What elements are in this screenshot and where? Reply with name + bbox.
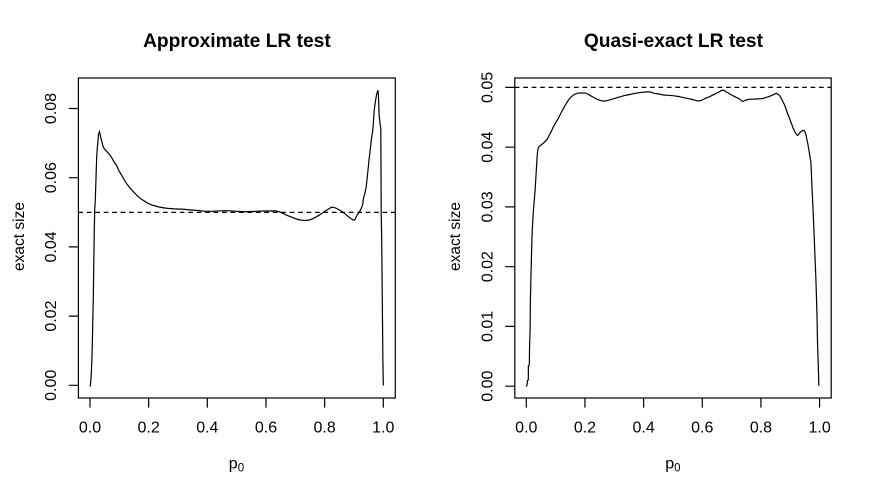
svg-text:0.0: 0.0 [515, 420, 537, 437]
svg-text:0.8: 0.8 [314, 420, 336, 437]
svg-text:Quasi-exact LR test: Quasi-exact LR test [584, 31, 764, 52]
svg-text:0.04: 0.04 [479, 132, 496, 163]
svg-text:0.06: 0.06 [43, 162, 60, 193]
svg-text:0.02: 0.02 [43, 300, 60, 331]
svg-text:0.2: 0.2 [574, 420, 596, 437]
svg-text:0.03: 0.03 [479, 191, 496, 222]
svg-text:0.4: 0.4 [632, 420, 654, 437]
svg-text:0.8: 0.8 [750, 420, 772, 437]
svg-text:1.0: 1.0 [808, 420, 830, 437]
svg-text:0.2: 0.2 [138, 420, 160, 437]
svg-text:0.00: 0.00 [479, 371, 496, 402]
svg-text:0.04: 0.04 [43, 231, 60, 262]
svg-text:0.6: 0.6 [691, 420, 713, 437]
svg-text:1.0: 1.0 [372, 420, 394, 437]
svg-text:0.6: 0.6 [255, 420, 277, 437]
svg-text:0.02: 0.02 [479, 251, 496, 282]
svg-text:0.08: 0.08 [43, 93, 60, 124]
svg-text:exact size: exact size [447, 202, 464, 271]
svg-text:exact size: exact size [11, 202, 28, 271]
svg-text:0.01: 0.01 [479, 311, 496, 342]
svg-text:0.0: 0.0 [79, 420, 101, 437]
svg-text:0.05: 0.05 [479, 72, 496, 103]
svg-text:0.4: 0.4 [196, 420, 218, 437]
svg-text:0.00: 0.00 [43, 370, 60, 401]
svg-text:Approximate LR test: Approximate LR test [143, 31, 331, 52]
